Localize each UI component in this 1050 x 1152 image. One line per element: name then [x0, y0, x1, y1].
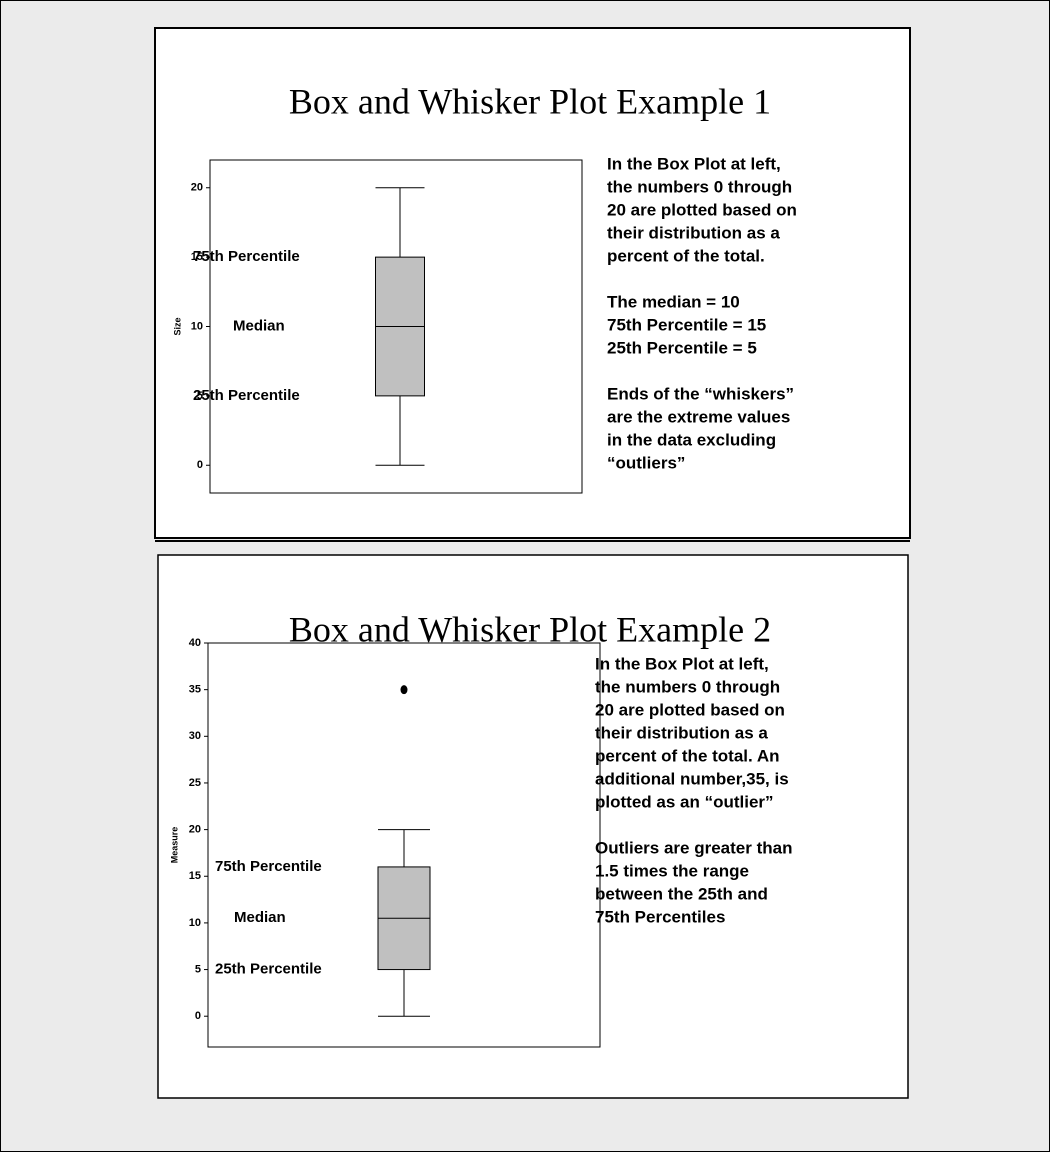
- y-tick-label: 35: [189, 684, 201, 696]
- plot-frame: [207, 642, 601, 1048]
- description-line: The median = 10: [607, 292, 740, 311]
- description-line: are the extreme values: [607, 407, 790, 426]
- y-tick-label: 40: [189, 637, 201, 649]
- y-tick-label: 10: [191, 320, 203, 332]
- y-axis-label: Measure: [169, 827, 179, 864]
- description-line: 1.5 times the range: [595, 861, 749, 880]
- slide: [157, 554, 909, 1099]
- description-line: 20 are plotted based on: [607, 200, 797, 219]
- y-tick-label: 15: [189, 870, 201, 882]
- slide: [154, 27, 911, 539]
- outlier: [400, 685, 408, 695]
- description-line: the numbers 0 through: [607, 177, 792, 196]
- description-line: plotted as an “outlier”: [595, 792, 774, 811]
- y-tick-label: 30: [189, 730, 201, 742]
- description-line: in the data excluding: [607, 430, 776, 449]
- box-label: Median: [234, 909, 286, 926]
- description-line: 75th Percentile = 15: [607, 315, 766, 334]
- description-line: 75th Percentiles: [595, 907, 725, 926]
- y-tick-label: 5: [197, 390, 203, 402]
- description-line: between the 25th and: [595, 884, 768, 903]
- description-line: In the Box Plot at left,: [607, 154, 781, 173]
- description-line: percent of the total.: [607, 246, 765, 265]
- description-line: their distribution as a: [595, 723, 768, 742]
- description-line: additional number,35, is: [595, 769, 789, 788]
- description-line: In the Box Plot at left,: [595, 654, 769, 673]
- y-tick-label: 5: [195, 963, 201, 975]
- box-label: 75th Percentile: [193, 248, 300, 265]
- description-line: 20 are plotted based on: [595, 700, 785, 719]
- y-tick-label: 15: [191, 251, 203, 263]
- description-line: their distribution as a: [607, 223, 780, 242]
- slide-title: Box and Whisker Plot Example 1: [289, 81, 771, 121]
- y-tick-label: 0: [197, 459, 203, 471]
- description-line: Outliers are greater than: [595, 838, 792, 857]
- box-label: 25th Percentile: [215, 961, 322, 978]
- box-label: 25th Percentile: [193, 387, 300, 404]
- y-tick-label: 20: [191, 182, 203, 194]
- description-line: percent of the total. An: [595, 746, 780, 765]
- box-label: 75th Percentile: [215, 858, 322, 875]
- y-tick-label: 20: [189, 824, 201, 836]
- description-line: the numbers 0 through: [595, 677, 780, 696]
- y-tick-label: 0: [195, 1010, 201, 1022]
- description-line: “outliers”: [607, 453, 685, 472]
- y-axis-label: Size: [172, 317, 182, 335]
- description-line: 25th Percentile = 5: [607, 338, 757, 357]
- box-label: Median: [233, 317, 285, 334]
- y-tick-label: 25: [189, 777, 201, 789]
- description-line: Ends of the “whiskers”: [607, 384, 794, 403]
- y-tick-label: 10: [189, 917, 201, 929]
